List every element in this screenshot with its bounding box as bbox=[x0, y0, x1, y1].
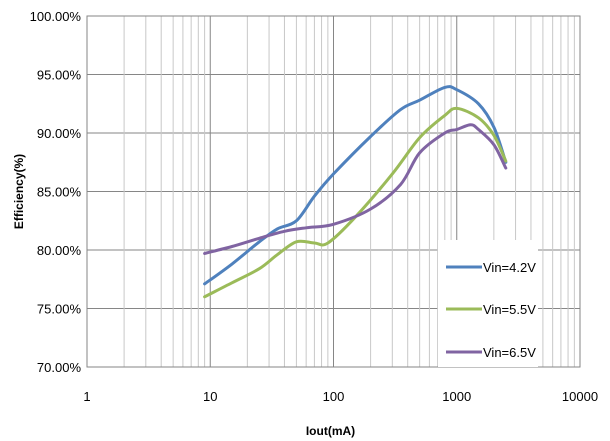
legend-label-1: Vin=4.2V bbox=[483, 260, 536, 275]
x-tick-label: 1000 bbox=[442, 389, 471, 404]
y-tick-label: 80.00% bbox=[37, 243, 82, 258]
plot-area-border bbox=[86, 15, 581, 368]
y-axis-title: Efficiency(%) bbox=[12, 154, 26, 229]
x-axis-title: Iout(mA) bbox=[306, 424, 355, 438]
legend-box bbox=[438, 240, 538, 367]
y-tick-label: 95.00% bbox=[37, 68, 82, 83]
legend-label-3: Vin=6.5V bbox=[483, 345, 536, 360]
series-line-3 bbox=[203, 123, 508, 255]
x-tick-label: 10000 bbox=[562, 389, 598, 404]
x-axis-tick-labels: 1 10 100 1000 10000 bbox=[83, 389, 598, 404]
y-tick-label: 75.00% bbox=[37, 302, 82, 317]
y-tick-label: 100.00% bbox=[30, 9, 82, 24]
legend: Vin=4.2V Vin=5.5V Vin=6.5V bbox=[438, 240, 538, 367]
legend-label-2: Vin=5.5V bbox=[483, 302, 536, 317]
y-axis-tick-labels: 70.00% 75.00% 80.00% 85.00% 90.00% 95.00% 100.… bbox=[30, 9, 82, 375]
y-tick-label: 90.00% bbox=[37, 126, 82, 141]
y-tick-label: 70.00% bbox=[37, 360, 82, 375]
x-tick-label: 10 bbox=[203, 389, 217, 404]
series-lines bbox=[203, 85, 508, 299]
x-tick-label: 100 bbox=[323, 389, 345, 404]
x-tick-label: 1 bbox=[83, 389, 90, 404]
y-tick-label: 85.00% bbox=[37, 185, 82, 200]
